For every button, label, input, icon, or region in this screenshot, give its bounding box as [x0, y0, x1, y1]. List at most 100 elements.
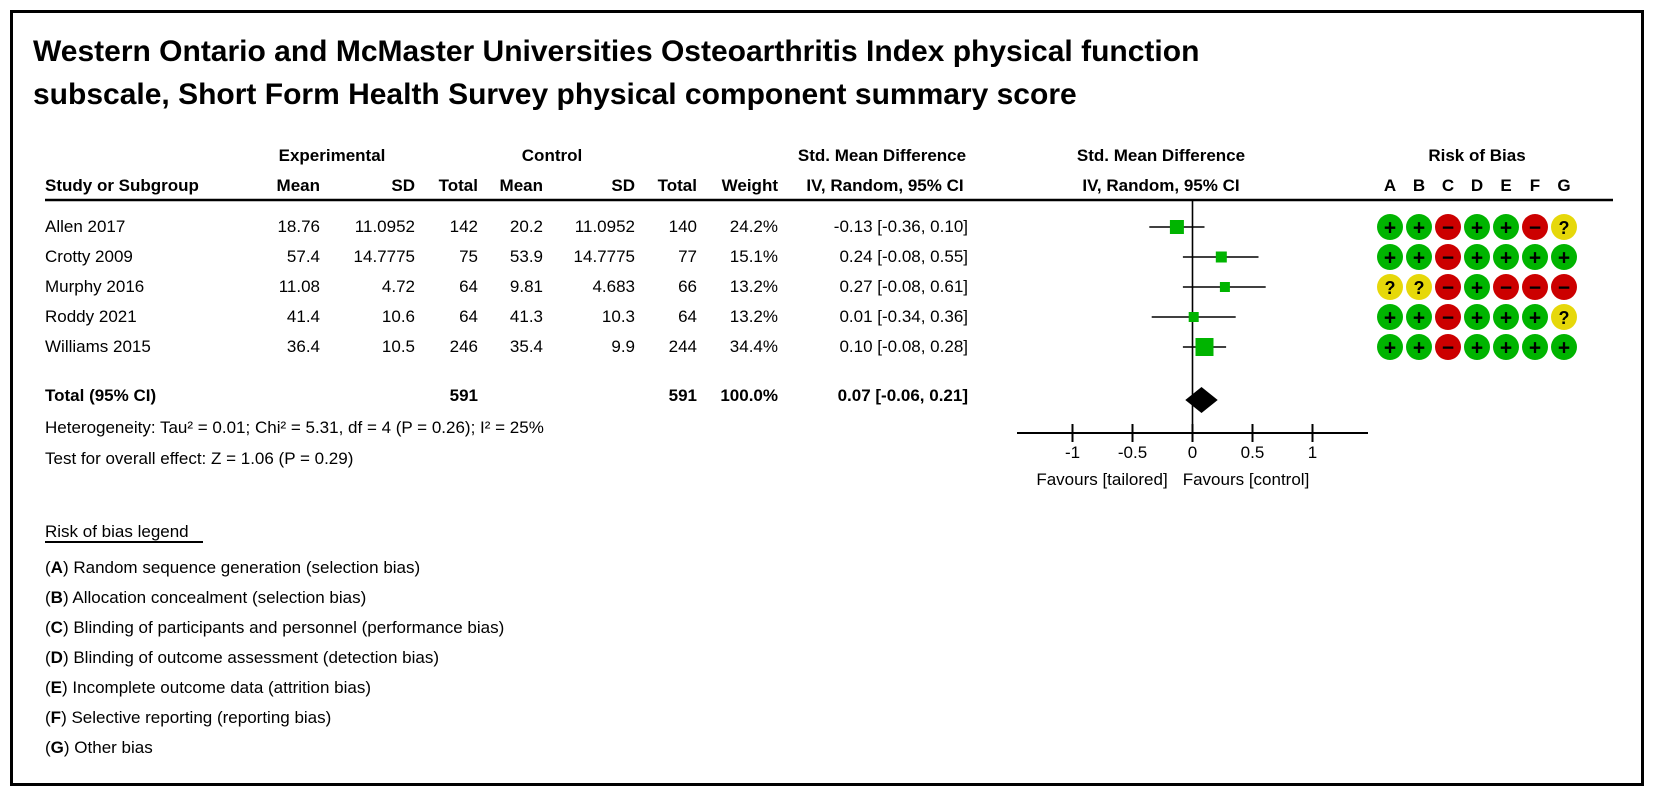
- risk-symbol-3-F: +: [1529, 307, 1541, 330]
- study-row-3-mean-ctrl: 41.3: [509, 307, 543, 326]
- study-row-1-total-ctrl: 77: [678, 247, 697, 266]
- study-row-3-sd-ctrl: 10.3: [601, 307, 635, 326]
- risk-symbol-0-D: +: [1471, 217, 1483, 240]
- axis-tick-label-4: 1: [1307, 443, 1318, 462]
- heterogeneity-stats: Heterogeneity: Tau² = 0.01; Chi² = 5.31,…: [45, 418, 544, 437]
- study-row-2-mean-exp: 11.08: [278, 277, 320, 296]
- study-row-3-total-ctrl: 64: [678, 307, 697, 326]
- risk-symbol-1-D: +: [1471, 247, 1483, 270]
- group-header-experimental: Experimental: [278, 146, 386, 165]
- risk-circle-2-A: [1377, 274, 1403, 300]
- risk-circle-1-A: [1377, 244, 1403, 270]
- risk-circle-4-F: [1522, 334, 1548, 360]
- risk-symbol-3-E: +: [1500, 307, 1512, 330]
- risk-symbol-0-A: +: [1384, 217, 1396, 240]
- risk-circle-1-E: [1493, 244, 1519, 270]
- study-row-2-sd-ctrl: 4.683: [592, 277, 635, 296]
- risk-symbol-3-G: ?: [1559, 308, 1570, 328]
- risk-circle-3-F: [1522, 304, 1548, 330]
- risk-legend-item-A: (A) Random sequence generation (selectio…: [45, 558, 421, 577]
- risk-circle-1-C: [1435, 244, 1461, 270]
- risk-circle-3-G: [1551, 304, 1577, 330]
- study-row-3-ci: 0.01 [-0.34, 0.36]: [839, 307, 968, 326]
- risk-circle-4-D: [1464, 334, 1490, 360]
- figure-title: Western Ontario and McMaster Universitie…: [33, 30, 1199, 116]
- risk-symbol-0-B: +: [1413, 217, 1425, 240]
- risk-legend-item-E: (E) Incomplete outcome data (attrition b…: [45, 678, 371, 697]
- risk-symbol-0-E: +: [1500, 217, 1512, 240]
- study-row-1-weight: 15.1%: [729, 247, 778, 266]
- study-row-0-ci: -0.13 [-0.36, 0.10]: [833, 217, 968, 236]
- overall-effect-stats: Test for overall effect: Z = 1.06 (P = 0…: [45, 449, 354, 468]
- risk-symbol-4-F: +: [1529, 337, 1541, 360]
- risk-symbol-3-C: −: [1442, 307, 1454, 330]
- risk-symbol-3-D: +: [1471, 307, 1483, 330]
- risk-symbol-1-F: +: [1529, 247, 1541, 270]
- study-row-1-mean-exp: 57.4: [286, 247, 320, 266]
- axis-label-favours-right: Favours [control]: [1182, 470, 1310, 489]
- risk-circle-0-G: [1551, 214, 1577, 240]
- study-row-1-mean-ctrl: 53.9: [509, 247, 543, 266]
- total-row-total-ctrl: 591: [668, 386, 697, 405]
- risk-col-letter-D: D: [1470, 176, 1484, 195]
- risk-symbol-1-E: +: [1500, 247, 1512, 270]
- study-row-4-total-exp: 246: [449, 337, 478, 356]
- risk-circle-2-B: [1406, 274, 1432, 300]
- risk-symbol-0-G: ?: [1559, 218, 1570, 238]
- risk-circle-0-A: [1377, 214, 1403, 240]
- risk-symbol-2-G: −: [1558, 277, 1570, 300]
- group-header-smd-plot: Std. Mean Difference: [1076, 146, 1246, 165]
- risk-circle-0-D: [1464, 214, 1490, 240]
- risk-legend-item-D: (D) Blinding of outcome assessment (dete…: [45, 648, 440, 667]
- study-row-3-sd-exp: 10.6: [381, 307, 415, 326]
- study-row-1-sd-exp: 14.7775: [353, 247, 415, 266]
- risk-legend-item-B: (B) Allocation concealment (selection bi…: [45, 588, 367, 607]
- risk-symbol-2-D: +: [1471, 277, 1483, 300]
- risk-circle-0-B: [1406, 214, 1432, 240]
- study-row-4-weight: 34.4%: [729, 337, 778, 356]
- risk-legend-heading-text: Risk of bias legend: [45, 522, 203, 543]
- study-row-0-total-exp: 142: [449, 217, 478, 236]
- study-row-2-ci: 0.27 [-0.08, 0.61]: [839, 277, 968, 296]
- risk-symbol-4-E: +: [1500, 337, 1512, 360]
- study-row-0-label: Allen 2017: [45, 217, 126, 236]
- study-row-0-mean-ctrl: 20.2: [509, 217, 543, 236]
- study-row-1-label: Crotty 2009: [45, 247, 133, 266]
- study-row-0-sd-ctrl: 11.0952: [574, 217, 635, 236]
- risk-symbol-4-G: +: [1558, 337, 1570, 360]
- study-row-0-total-ctrl: 140: [668, 217, 697, 236]
- study-row-3-weight: 13.2%: [729, 307, 778, 326]
- study-row-0-weight: 24.2%: [729, 217, 778, 236]
- total-row-label: Total (95% CI): [45, 386, 157, 405]
- figure-title-line2: subscale, Short Form Health Survey physi…: [33, 78, 1077, 111]
- risk-col-letter-F: F: [1529, 176, 1541, 195]
- study-row-4-mean-exp: 36.4: [286, 337, 320, 356]
- effect-marker-3: [1188, 312, 1199, 322]
- risk-symbol-2-C: −: [1442, 277, 1454, 300]
- study-row-1-total-exp: 75: [459, 247, 478, 266]
- risk-legend-item-G: (G) Other bias: [45, 738, 153, 757]
- study-row-4-mean-ctrl: 35.4: [509, 337, 543, 356]
- axis-tick-label-3: 0.5: [1240, 443, 1265, 462]
- risk-circle-1-D: [1464, 244, 1490, 270]
- study-row-3-mean-exp: 41.4: [286, 307, 320, 326]
- risk-symbol-2-E: −: [1500, 277, 1512, 300]
- total-row-weight: 100.0%: [720, 386, 778, 405]
- risk-circle-0-F: [1522, 214, 1548, 240]
- risk-symbol-0-F: −: [1529, 217, 1541, 240]
- risk-circle-2-F: [1522, 274, 1548, 300]
- study-row-2-sd-exp: 4.72: [381, 277, 415, 296]
- risk-circle-4-C: [1435, 334, 1461, 360]
- risk-circle-4-B: [1406, 334, 1432, 360]
- total-row-total-exp: 591: [449, 386, 478, 405]
- study-row-0-sd-exp: 11.0952: [354, 217, 415, 236]
- risk-symbol-4-B: +: [1413, 337, 1425, 360]
- risk-circle-3-D: [1464, 304, 1490, 330]
- figure-title-line1: Western Ontario and McMaster Universitie…: [33, 35, 1200, 68]
- risk-legend-item-C: (C) Blinding of participants and personn…: [45, 618, 505, 637]
- risk-symbol-2-F: −: [1529, 277, 1541, 300]
- risk-circle-0-E: [1493, 214, 1519, 240]
- effect-marker-4: [1195, 338, 1214, 356]
